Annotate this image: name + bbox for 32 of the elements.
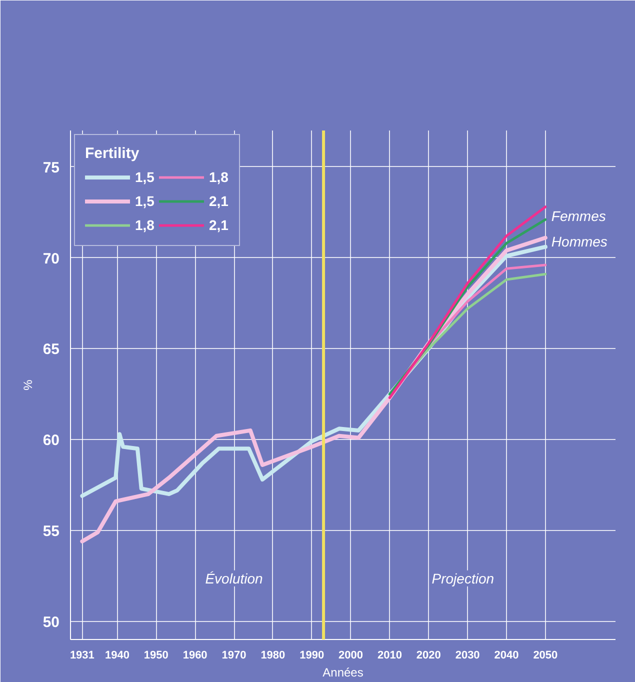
- x-axis-title: Années: [322, 666, 364, 680]
- y-tick-label: 50: [42, 614, 60, 631]
- x-tick-label: 1980: [260, 650, 286, 662]
- y-tick-label: 75: [42, 159, 60, 176]
- legend-title: Fertility: [85, 145, 140, 162]
- x-tick-label: 2050: [533, 650, 558, 662]
- x-tick-label: 1970: [222, 650, 246, 662]
- legend-label: 2,1: [209, 193, 229, 209]
- y-tick-label: 60: [42, 432, 60, 450]
- legend-label: 1,8: [209, 169, 229, 185]
- x-tick-label: 1990: [300, 650, 324, 662]
- x-tick-label: 2000: [338, 650, 364, 662]
- y-tick-label: 65: [42, 341, 60, 358]
- x-tick-label: 1950: [144, 650, 168, 662]
- legend-label: 1,5: [135, 169, 155, 185]
- x-tick-label: 1931: [70, 650, 94, 662]
- x-tick-label: 2020: [416, 650, 441, 662]
- x-tick-label: 1960: [182, 650, 208, 662]
- annotation: Hommes: [551, 233, 608, 250]
- annotation: Évolution: [205, 570, 264, 586]
- x-tick-label: 2040: [494, 650, 519, 662]
- y-tick-label: 55: [42, 522, 60, 540]
- y-tick-label: 70: [42, 250, 60, 268]
- y-axis-title: %: [20, 379, 35, 390]
- x-tick-label: 1940: [104, 650, 130, 662]
- legend-label: 1,5: [135, 193, 155, 209]
- annotation: Projection: [432, 570, 494, 586]
- legend-label: 1,8: [135, 217, 155, 233]
- x-tick-label: 2030: [455, 650, 480, 662]
- legend-label: 2,1: [209, 217, 229, 233]
- x-tick-label: 2010: [377, 650, 402, 662]
- annotation: Femmes: [551, 208, 606, 224]
